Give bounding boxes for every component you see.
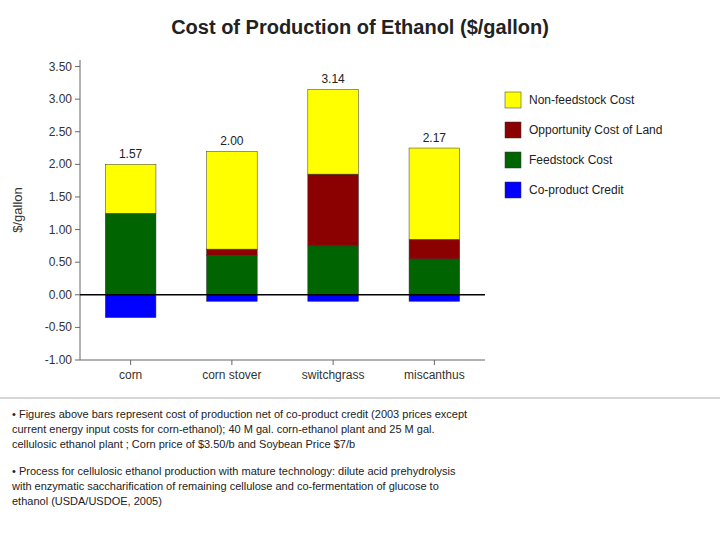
y-tick-label: 2.00 <box>49 157 73 171</box>
bar-annotation: 3.14 <box>321 72 345 86</box>
bar-segment <box>207 295 258 302</box>
y-tick-label: 2.50 <box>49 125 73 139</box>
note-line: with enzymatic saccharification of remai… <box>11 480 439 492</box>
legend-label: Non-feedstock Cost <box>529 93 635 107</box>
y-tick-label: 1.50 <box>49 190 73 204</box>
y-tick <box>75 164 80 165</box>
bar-segment <box>409 239 460 259</box>
bar-segment <box>308 89 359 174</box>
x-tick <box>333 360 334 365</box>
page: {"chart_data": { "type": "bar", "stacked… <box>0 0 720 540</box>
legend-swatch <box>505 122 521 138</box>
legend-label: Opportunity Cost of Land <box>529 123 662 137</box>
note-line: cellulosic ethanol plant ; Corn price of… <box>12 438 355 450</box>
y-tick <box>75 99 80 100</box>
bar-segment <box>409 259 460 295</box>
bar-annotation: 2.17 <box>423 131 447 145</box>
note-line: ethanol (USDA/USDOE, 2005) <box>12 495 162 507</box>
y-tick <box>75 66 80 67</box>
bar-segment <box>105 213 156 295</box>
bar-segment <box>207 256 258 295</box>
y-tick <box>75 360 80 361</box>
y-tick-label: -0.50 <box>45 320 73 334</box>
bar-segment <box>308 174 359 246</box>
legend: Non-feedstock Cost Opportunity Cost of La… <box>505 92 662 198</box>
separator <box>0 398 720 399</box>
y-tick-label: 3.00 <box>49 92 73 106</box>
x-tick <box>434 360 435 365</box>
bar-segment <box>308 246 359 295</box>
legend-swatch <box>505 152 521 168</box>
y-tick-label: 1.00 <box>49 223 73 237</box>
note-line: • Process for cellulosic ethanol product… <box>12 465 456 477</box>
y-tick <box>75 229 80 230</box>
bar-segment <box>308 295 359 302</box>
x-axis-line <box>80 360 485 361</box>
legend-label: Co-product Credit <box>529 183 624 197</box>
y-tick-label: 0.00 <box>49 288 73 302</box>
y-axis-line <box>80 60 81 360</box>
legend-swatch <box>505 92 521 108</box>
x-tick-label: corn stover <box>202 368 261 382</box>
x-tick-label: switchgrass <box>302 368 365 382</box>
bar-annotation: 1.57 <box>119 147 143 161</box>
y-tick-label: 0.50 <box>49 255 73 269</box>
bar-segment <box>409 295 460 302</box>
bar-segment <box>409 148 460 239</box>
chart: Cost of Production of Ethanol ($/gallon)… <box>0 0 720 540</box>
y-tick-label: 3.50 <box>49 60 73 74</box>
note-line: current energy input costs for corn-etha… <box>12 423 435 435</box>
legend-label: Feedstock Cost <box>529 153 613 167</box>
y-axis-label: $/gallon <box>10 187 25 233</box>
bar-segment <box>207 151 258 249</box>
bar-segment <box>105 164 156 213</box>
title: Cost of Production of Ethanol ($/gallon) <box>171 16 549 38</box>
x-tick-label: miscanthus <box>404 368 465 382</box>
note: • Figures above bars represent cost of p… <box>12 408 467 450</box>
note: • Process for cellulosic ethanol product… <box>11 465 456 507</box>
y-tick <box>75 262 80 263</box>
bars <box>105 89 459 317</box>
bar-segment <box>105 295 156 318</box>
x-tick <box>130 360 131 365</box>
y-tick <box>75 196 80 197</box>
zero-line <box>80 294 485 296</box>
y-tick-label: -1.00 <box>45 353 73 367</box>
y-tick <box>75 294 80 295</box>
y-tick <box>75 327 80 328</box>
x-tick-label: corn <box>119 368 142 382</box>
y-tick <box>75 131 80 132</box>
bar-annotation: 2.00 <box>220 134 244 148</box>
legend-swatch <box>505 182 521 198</box>
x-tick <box>231 360 232 365</box>
note-line: • Figures above bars represent cost of p… <box>12 408 467 420</box>
bar-segment <box>207 249 258 256</box>
